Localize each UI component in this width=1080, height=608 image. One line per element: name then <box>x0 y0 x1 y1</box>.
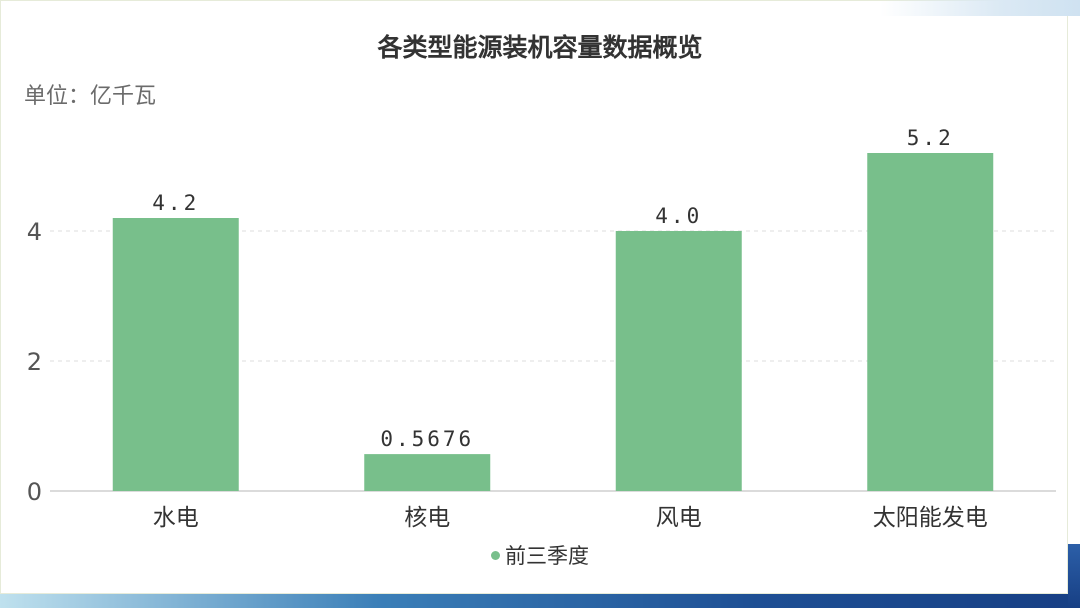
y-tick-label: 0 <box>27 478 42 506</box>
legend-label: 前三季度 <box>505 544 589 568</box>
y-tick-label: 2 <box>27 348 42 376</box>
y-tick-label: 4 <box>27 218 42 246</box>
decorative-corner-accent <box>880 0 1080 16</box>
bar-value-label: 4.2 <box>152 191 199 215</box>
x-category-label: 太阳能发电 <box>873 505 988 531</box>
x-category-label: 核电 <box>404 505 450 531</box>
bar <box>867 153 994 491</box>
decorative-right-band <box>1068 544 1080 608</box>
bar <box>615 231 742 491</box>
bar-value-label: 4.0 <box>655 204 702 228</box>
chart-title: 各类型能源装机容量数据概览 <box>377 33 703 62</box>
bar-value-label: 5.2 <box>907 126 954 150</box>
unit-label: 单位：亿千瓦 <box>24 84 157 109</box>
x-category-label: 水电 <box>153 505 199 531</box>
bar <box>364 454 491 491</box>
legend: 前三季度 <box>0 540 1080 570</box>
x-category-label: 风电 <box>656 505 702 531</box>
decorative-bottom-band <box>0 594 1080 608</box>
legend-marker <box>491 550 500 560</box>
bar <box>112 218 239 491</box>
bar-value-label: 0.5676 <box>380 427 474 451</box>
